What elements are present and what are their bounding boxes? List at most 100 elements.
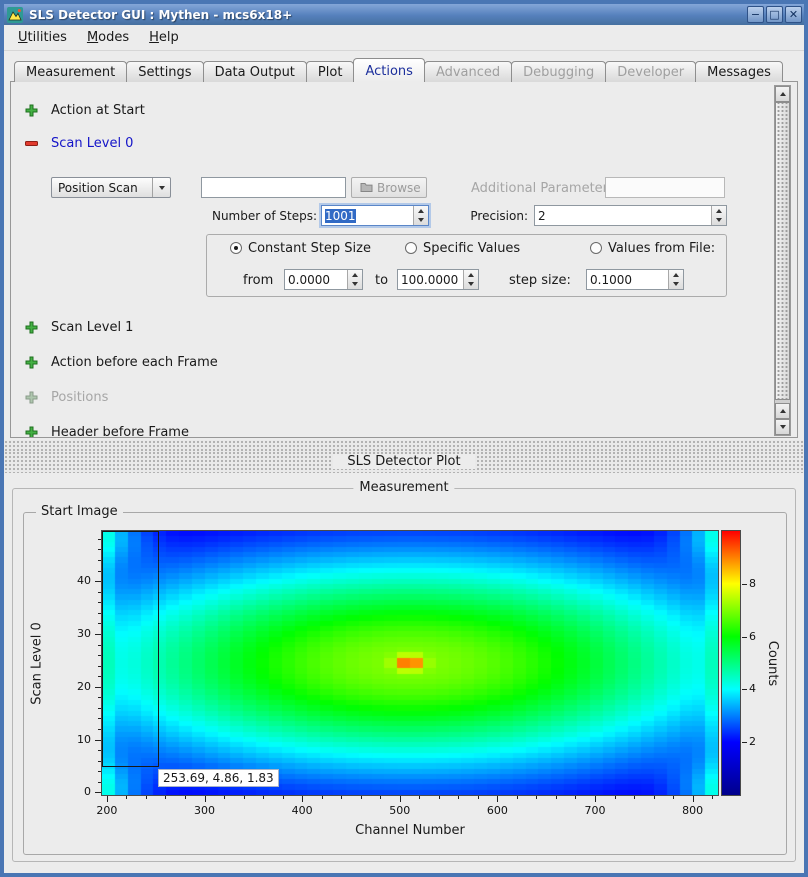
tab-developer: Developer bbox=[605, 61, 696, 82]
x-minor-tick bbox=[615, 796, 616, 799]
x-minor-tick bbox=[419, 796, 420, 799]
colorbar-title-text: Counts bbox=[766, 640, 781, 685]
tab-plot[interactable]: Plot bbox=[306, 61, 355, 82]
heatmap-canvas[interactable] bbox=[102, 531, 718, 795]
y-minor-tick bbox=[98, 655, 101, 656]
scroll-up-button-2[interactable] bbox=[775, 403, 790, 419]
radio-constant-label[interactable]: Constant Step Size bbox=[248, 241, 371, 256]
remove-scan-icon[interactable] bbox=[25, 137, 38, 150]
browse-icon bbox=[360, 180, 373, 196]
x-major-tick bbox=[595, 796, 596, 802]
x-major-tick bbox=[205, 796, 206, 802]
step-size-spinbox[interactable]: 0.1000 bbox=[586, 269, 684, 290]
spin-down-button[interactable] bbox=[669, 280, 683, 290]
number-of-steps-spinbox[interactable]: 1001 bbox=[321, 205, 429, 226]
scan-level-0-label[interactable]: Scan Level 0 bbox=[51, 136, 133, 151]
menu-help[interactable]: Help bbox=[139, 26, 189, 49]
number-of-steps-value: 1001 bbox=[325, 209, 356, 223]
action-at-start-label[interactable]: Action at Start bbox=[51, 103, 145, 118]
colorbar bbox=[721, 530, 741, 796]
scroll-up-button[interactable] bbox=[775, 86, 790, 102]
splitter-handle[interactable] bbox=[4, 440, 804, 451]
scan-level-1-label[interactable]: Scan Level 1 bbox=[51, 320, 133, 335]
browse-button: Browse bbox=[351, 177, 427, 198]
action-before-frame-label[interactable]: Action before each Frame bbox=[51, 355, 218, 370]
radio-specific-label[interactable]: Specific Values bbox=[423, 241, 520, 256]
header-before-frame-label[interactable]: Header before Frame bbox=[51, 425, 189, 438]
tab-measurement[interactable]: Measurement bbox=[14, 61, 127, 82]
add-scan1-icon[interactable] bbox=[25, 321, 38, 334]
menu-utilities[interactable]: Utilities bbox=[8, 26, 77, 49]
scroll-slider[interactable] bbox=[775, 102, 790, 400]
step-size-label: step size: bbox=[509, 273, 571, 288]
precision-label: Precision: bbox=[441, 209, 528, 223]
x-minor-tick bbox=[224, 796, 225, 799]
scroll-down-button[interactable] bbox=[775, 419, 790, 435]
close-button[interactable]: ✕ bbox=[785, 6, 802, 23]
menu-modes[interactable]: Modes bbox=[77, 26, 139, 49]
add-action-icon[interactable] bbox=[25, 104, 38, 117]
x-tick-label: 700 bbox=[575, 804, 615, 818]
vertical-scrollbar[interactable] bbox=[774, 85, 791, 436]
spin-down-button[interactable] bbox=[348, 280, 362, 290]
from-spinbox[interactable]: 0.0000 bbox=[284, 269, 363, 290]
x-tick-label: 600 bbox=[477, 804, 517, 818]
spin-down-button[interactable] bbox=[464, 280, 478, 290]
tab-actions[interactable]: Actions bbox=[353, 58, 425, 82]
add-frame-action-icon[interactable] bbox=[25, 356, 38, 369]
plot-dock-titlebar[interactable]: SLS Detector Plot bbox=[4, 451, 804, 473]
zoom-selection-rect bbox=[102, 531, 159, 767]
precision-spinbox[interactable]: 2 bbox=[534, 205, 727, 226]
y-minor-tick bbox=[98, 761, 101, 762]
plot-canvas-area[interactable] bbox=[101, 530, 719, 796]
y-minor-tick bbox=[98, 729, 101, 730]
colorbar-title: Counts bbox=[762, 531, 784, 795]
x-major-tick bbox=[693, 796, 694, 802]
maximize-button[interactable]: □ bbox=[766, 6, 783, 23]
y-minor-tick bbox=[98, 708, 101, 709]
scan-mode-combobox[interactable]: Position Scan bbox=[51, 177, 171, 198]
spin-up-button[interactable] bbox=[464, 270, 478, 280]
tab-settings[interactable]: Settings bbox=[126, 61, 203, 82]
spinbox-buttons bbox=[347, 270, 362, 289]
x-minor-tick bbox=[556, 796, 557, 799]
y-minor-tick bbox=[98, 750, 101, 751]
radio-values-from-file[interactable] bbox=[590, 242, 602, 254]
to-spinbox[interactable]: 100.0000 bbox=[397, 269, 479, 290]
y-axis-title-text: Scan Level 0 bbox=[30, 622, 45, 704]
radio-constant-step-size[interactable] bbox=[230, 242, 242, 254]
tab-debugging: Debugging bbox=[511, 61, 606, 82]
cursor-tooltip: 253.69, 4.86, 1.83 bbox=[158, 769, 279, 787]
spin-up-button[interactable] bbox=[669, 270, 683, 280]
tab-data-output[interactable]: Data Output bbox=[203, 61, 307, 82]
y-tick-label: 0 bbox=[58, 785, 91, 799]
spin-up-button[interactable] bbox=[348, 270, 362, 280]
y-minor-tick bbox=[98, 697, 101, 698]
spin-down-button[interactable] bbox=[414, 216, 428, 226]
y-major-tick bbox=[95, 792, 101, 793]
radio-file-label[interactable]: Values from File: bbox=[608, 241, 715, 256]
browse-label: Browse bbox=[377, 181, 421, 195]
app-window: SLS Detector GUI : Mythen - mcs6x18+ − □… bbox=[0, 0, 808, 877]
spin-up-button[interactable] bbox=[414, 206, 428, 216]
y-minor-tick bbox=[98, 623, 101, 624]
minimize-button[interactable]: − bbox=[747, 6, 764, 23]
x-tick-label: 800 bbox=[673, 804, 713, 818]
x-minor-tick bbox=[478, 796, 479, 799]
x-tick-label: 500 bbox=[380, 804, 420, 818]
script-path-input[interactable] bbox=[201, 177, 346, 198]
window-title: SLS Detector GUI : Mythen - mcs6x18+ bbox=[29, 8, 747, 22]
actions-panel: Action at Start Scan Level 0 Position Sc… bbox=[10, 81, 798, 438]
add-header-icon[interactable] bbox=[25, 426, 38, 438]
y-major-tick bbox=[95, 634, 101, 635]
spin-down-button[interactable] bbox=[712, 216, 726, 226]
radio-specific-values[interactable] bbox=[405, 242, 417, 254]
window-controls: − □ ✕ bbox=[747, 6, 802, 23]
y-minor-tick bbox=[98, 549, 101, 550]
titlebar[interactable]: SLS Detector GUI : Mythen - mcs6x18+ − □… bbox=[4, 4, 804, 25]
x-minor-tick bbox=[380, 796, 381, 799]
x-minor-tick bbox=[654, 796, 655, 799]
y-tick-label: 10 bbox=[58, 733, 91, 747]
spin-up-button[interactable] bbox=[712, 206, 726, 216]
tab-messages[interactable]: Messages bbox=[695, 61, 783, 82]
